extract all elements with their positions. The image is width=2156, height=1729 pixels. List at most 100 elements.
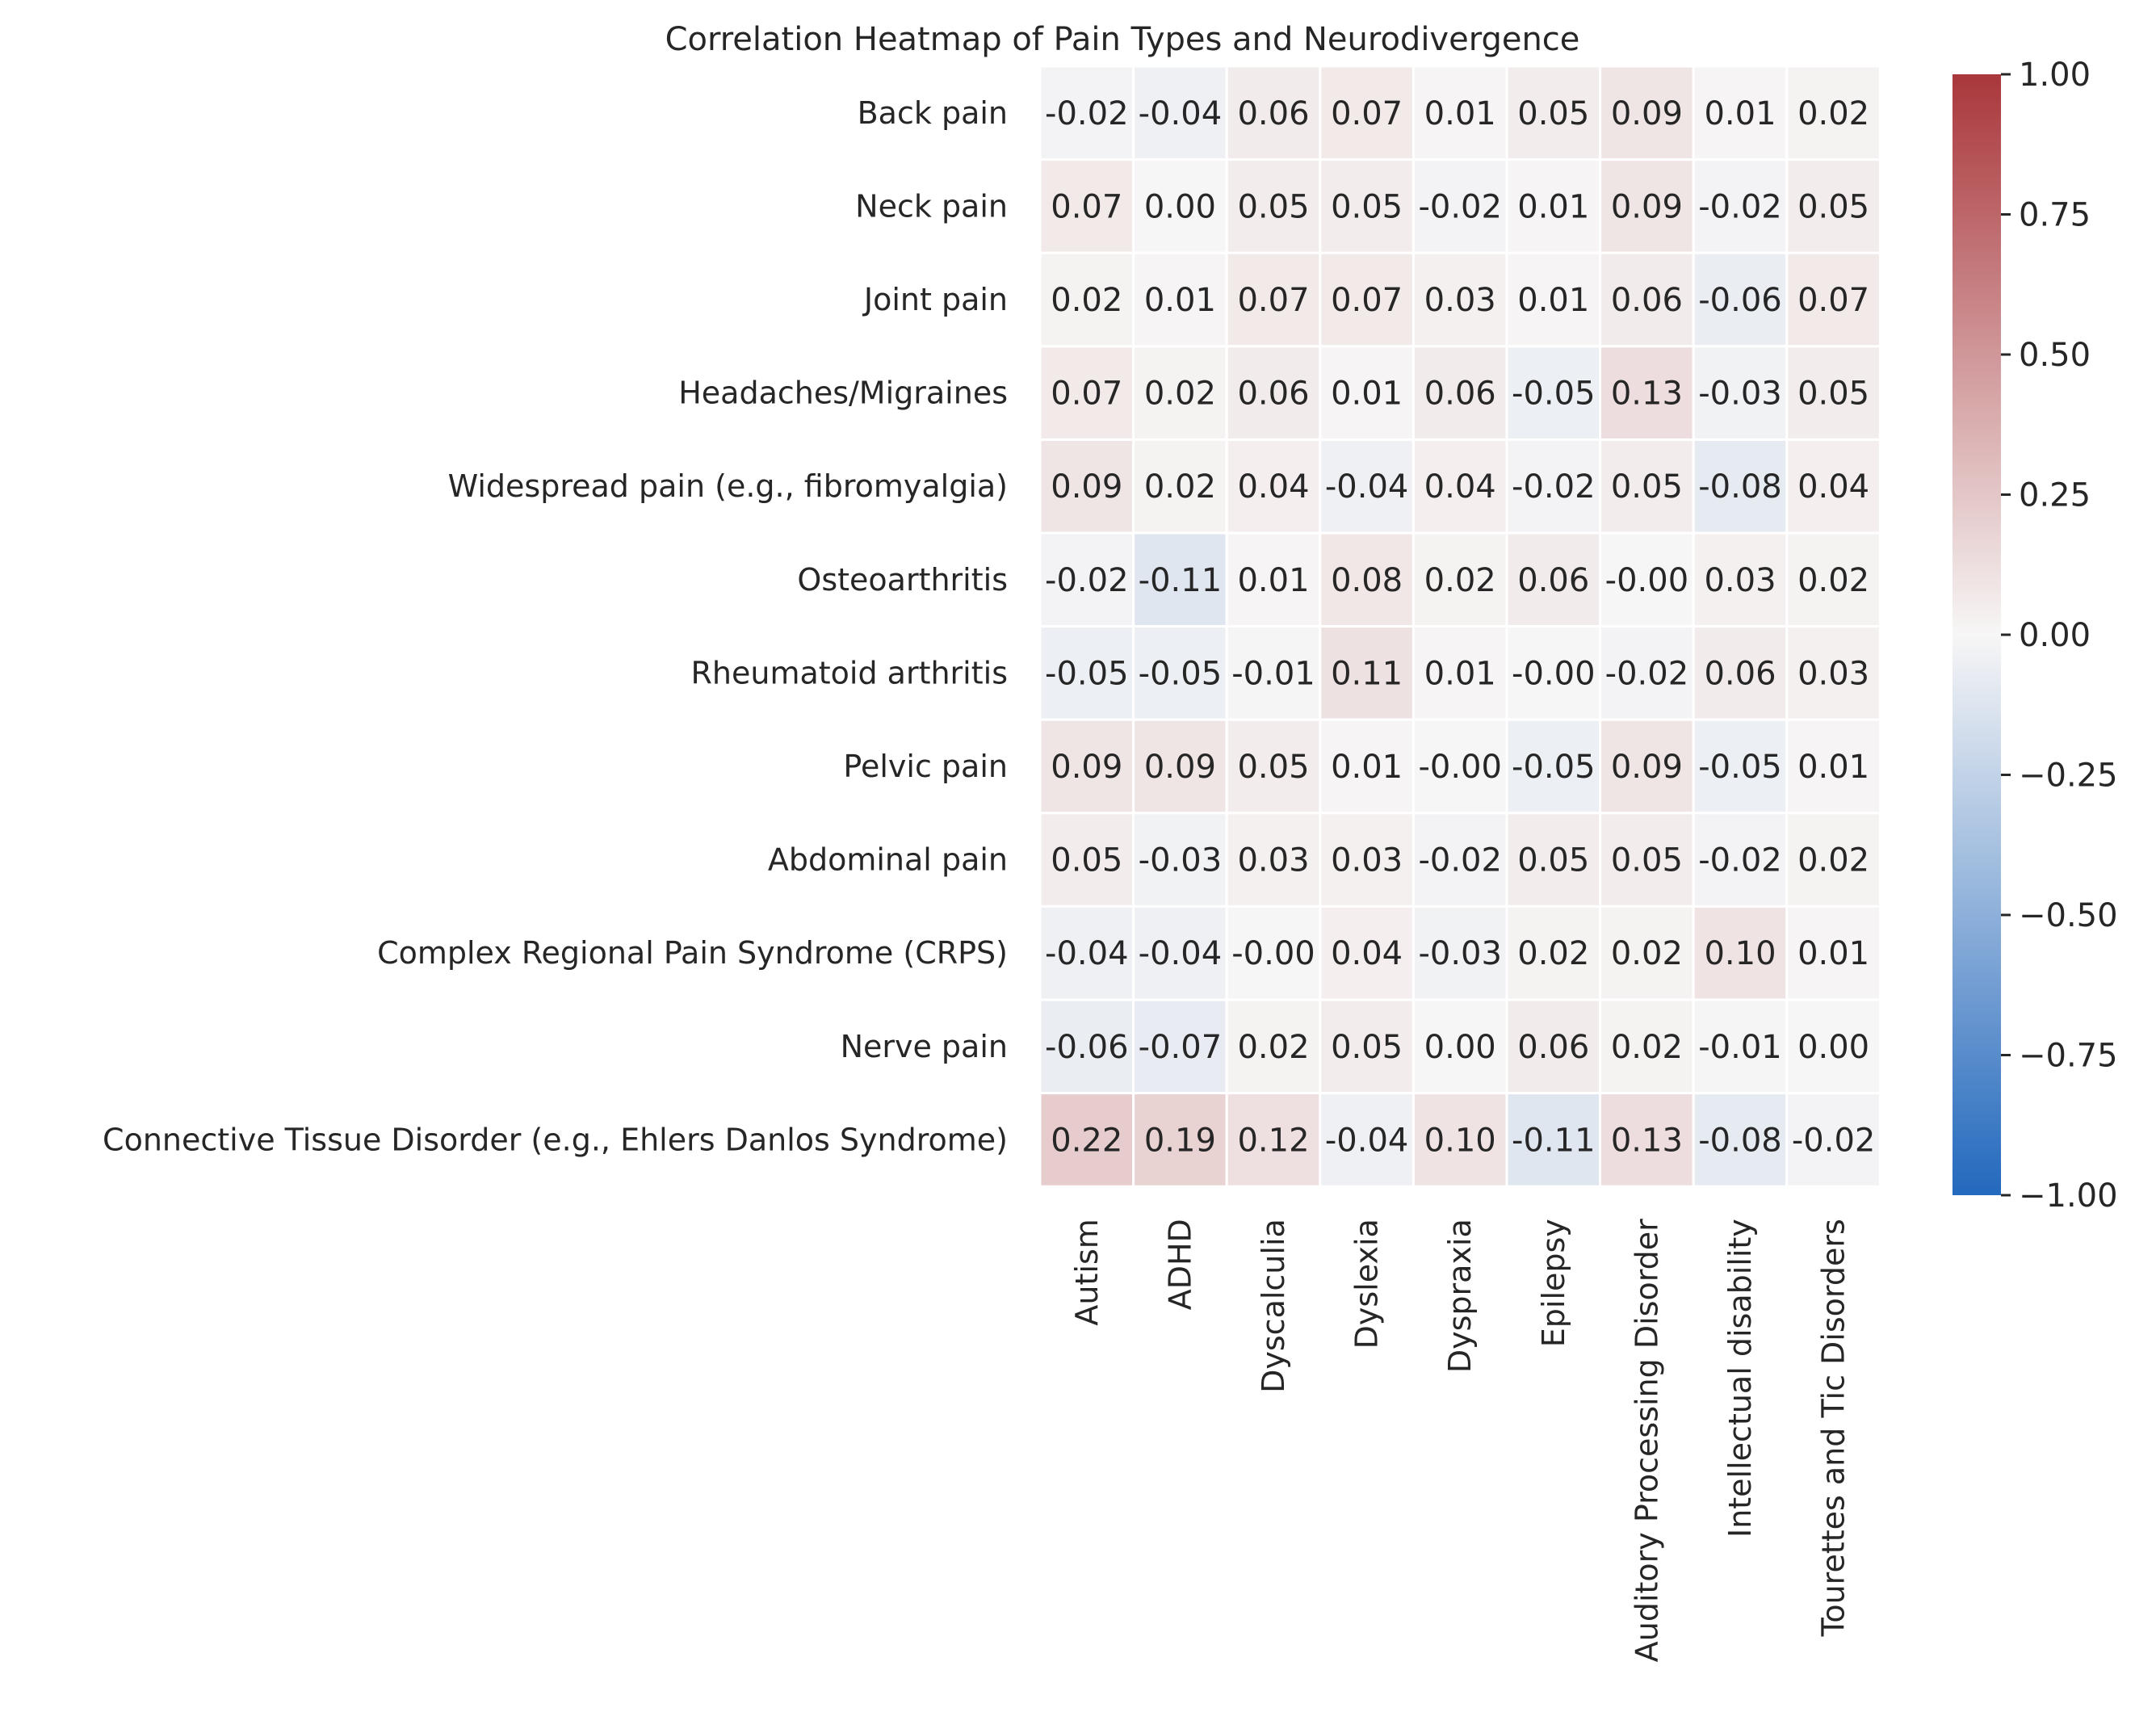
heatmap-cell — [1505, 718, 1602, 815]
heatmap-cell — [1319, 438, 1415, 535]
heatmap-cell — [1038, 718, 1135, 815]
cell-value-label: 0.02 — [1517, 935, 1589, 972]
cell-value-label: 0.06 — [1517, 562, 1589, 599]
row-label: Abdominal pain — [768, 842, 1008, 878]
cell-value-label: 0.01 — [1704, 95, 1776, 132]
cell-value-label: 0.05 — [1797, 188, 1869, 225]
cell-value-label: 0.07 — [1237, 282, 1309, 319]
heatmap-cell — [1132, 345, 1228, 441]
heatmap-cell — [1225, 531, 1322, 628]
cell-value-label: 0.01 — [1424, 95, 1496, 132]
cell-value-label: 0.03 — [1331, 842, 1403, 879]
heatmap-cell — [1319, 345, 1415, 441]
heatmap-cell — [1692, 998, 1789, 1095]
cell-value-label: -0.06 — [1045, 1029, 1129, 1066]
heatmap-cell — [1038, 345, 1135, 441]
cell-value-label: 0.09 — [1051, 468, 1122, 506]
cell-value-label: 0.05 — [1237, 749, 1309, 786]
column-label: Autism — [1069, 1219, 1105, 1325]
cell-value-label: 0.00 — [1144, 188, 1216, 225]
cell-value-label: 0.00 — [1424, 1029, 1496, 1066]
heatmap-cell — [1785, 531, 1881, 628]
colorbar-tick-label: 1.00 — [2019, 57, 2091, 94]
cell-value-label: -0.02 — [1045, 562, 1129, 599]
column-label: Dyscalculia — [1256, 1219, 1291, 1393]
heatmap-cell — [1319, 531, 1415, 628]
cell-value-label: -0.05 — [1512, 376, 1596, 413]
column-label: Auditory Processing Disorder — [1629, 1219, 1664, 1662]
cell-value-label: 0.03 — [1704, 562, 1776, 599]
cell-value-label: 0.05 — [1051, 842, 1122, 879]
cell-value-label: 0.10 — [1704, 935, 1776, 972]
cell-value-label: 0.01 — [1144, 282, 1216, 319]
cell-value-label: 0.01 — [1517, 188, 1589, 225]
heatmap-cell — [1225, 158, 1322, 254]
cell-value-label: 0.04 — [1331, 935, 1403, 972]
cell-value-label: 0.02 — [1797, 95, 1869, 132]
cell-value-label: 0.02 — [1611, 935, 1683, 972]
heatmap-cell — [1225, 1092, 1322, 1188]
cell-value-label: 0.13 — [1611, 376, 1683, 413]
cell-value-label: 0.22 — [1051, 1122, 1122, 1159]
heatmap-cell — [1038, 158, 1135, 254]
heatmap-cell — [1505, 65, 1602, 162]
cell-value-label: 0.06 — [1611, 282, 1683, 319]
cell-value-label: 0.03 — [1237, 842, 1309, 879]
row-label: Widespread pain (e.g., fibromyalgia) — [448, 468, 1008, 504]
cell-value-label: -0.04 — [1139, 95, 1223, 132]
heatmap-cell — [1599, 158, 1695, 254]
cell-value-label: 0.01 — [1517, 282, 1589, 319]
cell-value-label: -0.05 — [1512, 749, 1596, 786]
heatmap-cell — [1411, 625, 1508, 721]
cell-value-label: 0.02 — [1144, 468, 1216, 506]
heatmap-cell — [1692, 65, 1789, 162]
cell-value-label: 0.01 — [1331, 749, 1403, 786]
heatmap-cell — [1038, 904, 1135, 1001]
heatmap-cell — [1785, 718, 1881, 815]
heatmap-cell — [1132, 812, 1228, 908]
row-label: Joint pain — [862, 282, 1008, 317]
heatmap-cell — [1411, 158, 1508, 254]
cell-value-label: 0.02 — [1797, 562, 1869, 599]
cell-value-label: 0.01 — [1424, 655, 1496, 692]
cell-value-label: 0.05 — [1611, 842, 1683, 879]
cell-value-label: 0.01 — [1237, 562, 1309, 599]
cell-value-label: -0.04 — [1045, 935, 1129, 972]
colorbar-gradient — [1953, 74, 2001, 1195]
cell-value-label: -0.02 — [1792, 1122, 1876, 1159]
heatmap-cell — [1505, 812, 1602, 908]
heatmap-cell — [1319, 718, 1415, 815]
cell-value-label: -0.00 — [1605, 562, 1689, 599]
cell-value-label: 0.05 — [1611, 468, 1683, 506]
cell-value-label: 0.09 — [1051, 749, 1122, 786]
cell-value-label: -0.00 — [1231, 935, 1315, 972]
cell-value-label: -0.02 — [1698, 188, 1782, 225]
cell-value-label: 0.19 — [1144, 1122, 1216, 1159]
heatmap-cell — [1692, 158, 1789, 254]
heatmap-cell — [1225, 904, 1322, 1001]
cell-value-label: -0.05 — [1045, 655, 1129, 692]
cell-value-label: -0.02 — [1605, 655, 1689, 692]
cell-value-label: -0.08 — [1698, 468, 1782, 506]
column-label: Tourettes and Tic Disorders — [1816, 1219, 1852, 1637]
heatmap-cell — [1038, 625, 1135, 721]
cell-value-label: 0.07 — [1051, 376, 1122, 413]
heatmap-cell — [1785, 1092, 1881, 1188]
heatmap-cells: -0.02 -0.04 0.06 0.07 0.01 0.05 0.09 0.01 0.02 0.… — [1038, 65, 1881, 1188]
cell-value-label: 0.02 — [1611, 1029, 1683, 1066]
cell-value-label: 0.03 — [1424, 282, 1496, 319]
row-label: Rheumatoid arthritis — [691, 655, 1009, 690]
column-labels: Autism ADHD Dyscalculia Dyslexia Dyspraxia Ep… — [1069, 1219, 1852, 1662]
cell-value-label: 0.07 — [1797, 282, 1869, 319]
heatmap-cell — [1225, 812, 1322, 908]
row-label: Headaches/Migraines — [678, 376, 1008, 411]
heatmap-cell — [1132, 65, 1228, 162]
cell-value-label: 0.05 — [1797, 376, 1869, 413]
colorbar-tick-label: 0.25 — [2019, 477, 2091, 514]
cell-value-label: -0.04 — [1139, 935, 1223, 972]
cell-value-label: 0.02 — [1051, 282, 1122, 319]
cell-value-label: 0.00 — [1797, 1029, 1869, 1066]
heatmap-cell — [1692, 904, 1789, 1001]
cell-value-label: -0.02 — [1698, 842, 1782, 879]
